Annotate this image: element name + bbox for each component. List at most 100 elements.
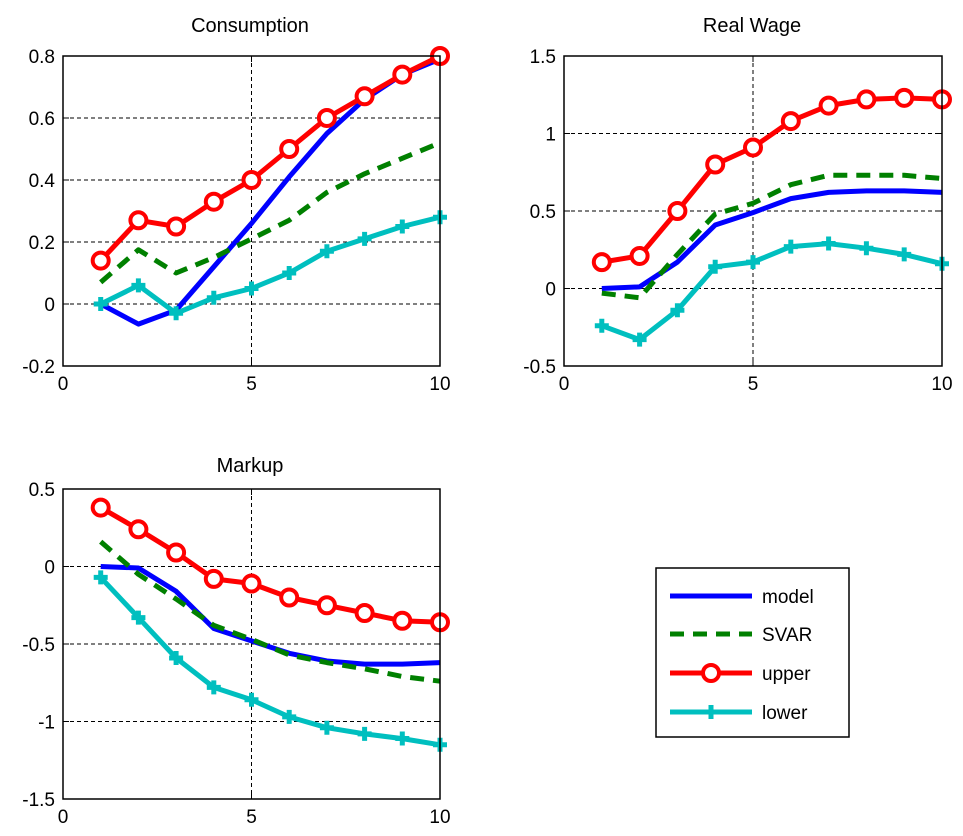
y-tick-label: 0 bbox=[44, 558, 55, 579]
panel-consumption: Consumption bbox=[191, 15, 309, 37]
data-point-upper bbox=[128, 210, 149, 231]
data-point-upper bbox=[316, 108, 337, 128]
y-tick-label: 0.2 bbox=[29, 233, 55, 254]
data-point-upper bbox=[241, 170, 262, 190]
data-point-lower bbox=[131, 278, 146, 293]
data-point-upper bbox=[780, 111, 801, 132]
x-tick-label: 10 bbox=[429, 374, 450, 395]
data-point-lower bbox=[783, 239, 798, 254]
series-line-model bbox=[601, 188, 943, 291]
data-point-upper bbox=[279, 139, 300, 159]
plot-consumption: -0.200.20.40.60.80 5 10 bbox=[22, 46, 451, 395]
data-point-lower bbox=[131, 610, 146, 625]
data-point-lower bbox=[282, 266, 297, 280]
data-point-upper bbox=[203, 568, 224, 589]
y-tick-label: -0.2 bbox=[22, 357, 55, 378]
panel-title-consumption: Consumption bbox=[191, 15, 309, 37]
y-tick-label: -0.5 bbox=[22, 635, 55, 656]
series-line-lower bbox=[98, 575, 441, 748]
axes-frame-markup bbox=[62, 488, 441, 800]
y-tick-label: -1.5 bbox=[22, 790, 55, 811]
y-tick-label: 0.4 bbox=[29, 171, 56, 192]
legend-item-model: model bbox=[670, 587, 814, 608]
axes-frame-consumption bbox=[62, 55, 441, 367]
data-point-lower bbox=[244, 692, 259, 707]
data-point-lower bbox=[319, 244, 334, 259]
y-tick-label: 1.5 bbox=[530, 47, 556, 68]
legend-label-model: model bbox=[762, 587, 814, 608]
y-tick-label: 0 bbox=[545, 280, 556, 301]
data-point-upper bbox=[166, 216, 187, 237]
legend-item-upper: upper bbox=[670, 663, 811, 685]
data-point-upper bbox=[856, 89, 877, 110]
series-line-svar bbox=[99, 539, 441, 684]
data-point-lower bbox=[206, 290, 221, 305]
data-point-lower bbox=[282, 709, 297, 724]
data-point-upper bbox=[279, 587, 300, 608]
data-point-lower bbox=[169, 650, 184, 665]
x-tick-label: 5 bbox=[246, 374, 257, 395]
series-line-model bbox=[100, 564, 441, 667]
series-line-svar bbox=[99, 140, 441, 285]
data-point-lower bbox=[395, 731, 410, 746]
x-tick-label: 5 bbox=[748, 374, 759, 395]
panel-markup: Markup bbox=[217, 455, 284, 477]
data-point-lower bbox=[93, 297, 108, 311]
data-point-upper bbox=[392, 610, 413, 631]
data-point-upper bbox=[392, 64, 413, 85]
data-point-lower bbox=[746, 255, 760, 270]
data-point-lower bbox=[859, 241, 874, 256]
data-point-lower bbox=[632, 332, 647, 347]
y-tick-label: 0.5 bbox=[530, 202, 556, 223]
legend-item-lower: lower bbox=[670, 703, 808, 724]
data-point-upper bbox=[667, 201, 688, 221]
data-point-lower bbox=[93, 570, 108, 585]
axes-frame-real-wage bbox=[563, 55, 943, 367]
legend-marker-lower bbox=[704, 705, 718, 719]
data-point-upper bbox=[705, 154, 726, 175]
data-point-lower bbox=[206, 680, 221, 695]
data-point-upper bbox=[128, 519, 149, 540]
x-tick-label: 0 bbox=[58, 374, 69, 395]
x-tick-label: 5 bbox=[246, 807, 257, 828]
data-point-lower bbox=[708, 259, 723, 274]
legend-marker-upper bbox=[701, 663, 721, 683]
y-tick-label: 1 bbox=[545, 125, 556, 146]
data-point-upper bbox=[743, 137, 763, 158]
series-line-upper bbox=[601, 95, 943, 265]
y-tick-label: 0.8 bbox=[29, 47, 55, 68]
data-point-lower bbox=[319, 720, 334, 735]
data-point-upper bbox=[629, 245, 650, 266]
series-line-upper bbox=[99, 505, 441, 625]
data-point-upper bbox=[203, 191, 224, 212]
y-tick-label: 0 bbox=[44, 295, 55, 316]
data-point-lower bbox=[897, 247, 912, 262]
data-point-upper bbox=[241, 573, 262, 594]
legend-item-svar: SVAR bbox=[670, 625, 812, 646]
x-tick-label: 10 bbox=[931, 374, 952, 395]
data-point-upper bbox=[894, 87, 915, 108]
series-line-svar bbox=[601, 172, 943, 301]
data-point-lower bbox=[357, 726, 372, 741]
x-tick-label: 10 bbox=[429, 807, 450, 828]
x-tick-label: 0 bbox=[58, 807, 69, 828]
data-point-lower bbox=[244, 281, 259, 296]
y-tick-label: -1 bbox=[38, 713, 55, 734]
data-point-lower bbox=[395, 219, 410, 234]
data-point-lower bbox=[670, 303, 685, 318]
legend-label-lower: lower bbox=[762, 703, 808, 724]
legend-label-upper: upper bbox=[762, 664, 811, 685]
plot-real-wage: -0.500.511.50 5 10 bbox=[523, 47, 952, 395]
series-line-upper bbox=[98, 53, 442, 263]
data-point-upper bbox=[818, 95, 839, 116]
data-point-lower bbox=[821, 236, 836, 251]
panel-real-wage: Real Wage bbox=[703, 15, 801, 37]
data-point-lower bbox=[594, 318, 609, 333]
y-tick-label: 0.5 bbox=[29, 480, 55, 501]
data-point-upper bbox=[90, 497, 111, 518]
data-point-upper bbox=[591, 252, 612, 273]
y-tick-label: -0.5 bbox=[523, 357, 556, 378]
data-point-upper bbox=[166, 542, 187, 563]
panel-title-markup: Markup bbox=[217, 455, 284, 477]
